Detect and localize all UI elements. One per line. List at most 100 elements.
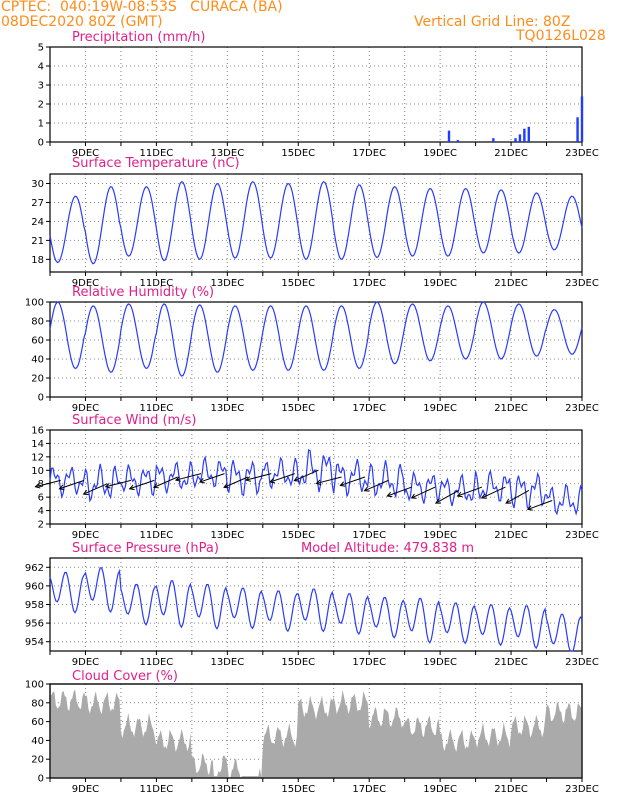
- rh-series-line: [49, 301, 583, 377]
- wind-ytick-label: 14: [31, 439, 44, 450]
- wind-arrow: [505, 489, 530, 504]
- cloud-ytick-label: 60: [31, 717, 44, 728]
- wind-arrow-head: [245, 476, 252, 482]
- temp-xtick-label: 19DEC: [423, 278, 457, 289]
- wind-arrow-head: [339, 481, 346, 487]
- wind-arrow: [245, 473, 272, 481]
- temp-ytick-label: 27: [31, 198, 44, 209]
- wind-arrow-head: [363, 486, 370, 492]
- cloud-ytick-label: 40: [31, 736, 44, 747]
- wind-arrow-head: [128, 484, 135, 491]
- wind-ytick-label: 12: [31, 452, 44, 463]
- wind-arrow-head: [152, 483, 159, 489]
- temp-series-line: [49, 180, 583, 265]
- pres-ytick-label: 954: [25, 637, 44, 648]
- temp-ytick-label: 30: [31, 179, 44, 190]
- wind-arrow: [527, 500, 553, 510]
- wind-ytick-label: 10: [31, 466, 44, 477]
- wind-arrow-head: [480, 493, 487, 499]
- precip-xtick-label: 21DEC: [494, 148, 528, 159]
- wind-xtick-label: 21DEC: [494, 530, 528, 541]
- wind-arrow: [129, 479, 155, 490]
- precip-bar: [447, 130, 451, 142]
- rh-xtick-label: 21DEC: [494, 403, 528, 414]
- precip-title: Precipitation (mm/h): [72, 30, 205, 45]
- cloud-xtick-label: 23DEC: [565, 784, 599, 795]
- wind-arrow-head: [434, 498, 441, 504]
- temp-frame: [49, 173, 583, 273]
- rh-xtick-label: 13DEC: [210, 403, 244, 414]
- wind-arrow: [364, 479, 389, 492]
- temp-xtick-label: 23DEC: [565, 278, 599, 289]
- rh-ytick-label: 40: [31, 355, 44, 366]
- wind-xtick-label: 17DEC: [352, 530, 386, 541]
- cloud-xtick-label: 13DEC: [210, 784, 244, 795]
- header-right-2: TQ0126L028: [516, 28, 606, 44]
- rh-ytick-label: 60: [31, 336, 44, 347]
- precip-bar: [523, 128, 526, 142]
- wind-ytick-label: 6: [38, 493, 44, 504]
- precip-bar: [576, 117, 579, 142]
- wind-arrow: [153, 476, 178, 488]
- header-line-2: 08DEC2020 80Z (GMT): [1, 14, 163, 30]
- rh-xtick-label: 11DEC: [140, 403, 174, 414]
- temp-xtick-label: 21DEC: [494, 278, 528, 289]
- pres-xtick-label: 13DEC: [210, 657, 244, 668]
- cloud-ytick-label: 20: [31, 755, 44, 766]
- rh-title: Relative Humidity (%): [72, 285, 214, 300]
- rh-ytick-label: 0: [38, 393, 44, 404]
- wind-ytick-label: 2: [38, 520, 44, 531]
- cloud-xtick-label: 17DEC: [352, 784, 386, 795]
- temp-title: Surface Temperature (nC): [72, 156, 240, 171]
- precip-xtick-label: 9DEC: [72, 148, 99, 159]
- wind-arrow: [59, 479, 85, 490]
- wind-arrow-head: [269, 478, 276, 484]
- pres-series-line: [49, 567, 583, 652]
- pres-frame: [49, 557, 583, 652]
- wind-arrow: [105, 479, 131, 488]
- wind-arrow: [269, 473, 295, 483]
- wind-xtick-label: 9DEC: [72, 530, 99, 541]
- pres-xtick-label: 19DEC: [423, 657, 457, 668]
- precip-xtick-label: 23DEC: [565, 148, 599, 159]
- wind-arrow-head: [82, 489, 89, 496]
- wind-arrow-head: [526, 505, 533, 511]
- pres-ytick-label: 962: [25, 563, 44, 574]
- temp-xtick-label: 11DEC: [140, 278, 174, 289]
- pres-xtick-label: 23DEC: [565, 657, 599, 668]
- precip-ytick-label: 4: [38, 62, 44, 73]
- wind-arrow-head: [223, 483, 230, 489]
- precip-bar: [580, 96, 584, 142]
- wind-arrow: [223, 476, 249, 488]
- wind-series-line: [49, 448, 583, 516]
- cloud-ytick-label: 0: [38, 774, 44, 785]
- wind-ytick-label: 4: [38, 506, 44, 517]
- precip-xtick-label: 15DEC: [281, 148, 315, 159]
- rh-xtick-label: 23DEC: [565, 403, 599, 414]
- wind-arrow: [435, 489, 459, 504]
- cloud-title: Cloud Cover (%): [72, 669, 178, 684]
- pres-xtick-label: 11DEC: [140, 657, 174, 668]
- temp-ytick-label: 18: [31, 255, 44, 266]
- precip-frame: [49, 46, 583, 143]
- temp-xtick-label: 9DEC: [72, 278, 99, 289]
- pres-ytick-label: 958: [25, 600, 44, 611]
- cloud-ytick-label: 100: [25, 680, 44, 691]
- wind-arrow: [457, 486, 483, 497]
- wind-arrow-head: [174, 476, 181, 482]
- wind-arrow-head: [104, 483, 111, 489]
- rh-xtick-label: 19DEC: [423, 403, 457, 414]
- cloud-xtick-label: 19DEC: [423, 784, 457, 795]
- wind-arrow-head: [386, 491, 393, 498]
- precip-ytick-label: 1: [38, 119, 44, 130]
- wind-xtick-label: 19DEC: [423, 530, 457, 541]
- wind-arrow-head: [315, 479, 322, 486]
- wind-arrow-head: [410, 493, 417, 499]
- cloud-xtick-label: 21DEC: [494, 784, 528, 795]
- precip-ytick-label: 2: [38, 100, 44, 111]
- wind-arrow: [316, 476, 342, 484]
- precip-ytick-label: 5: [38, 43, 44, 54]
- precip-ytick-label: 0: [38, 138, 44, 149]
- rh-ytick-label: 80: [31, 317, 44, 328]
